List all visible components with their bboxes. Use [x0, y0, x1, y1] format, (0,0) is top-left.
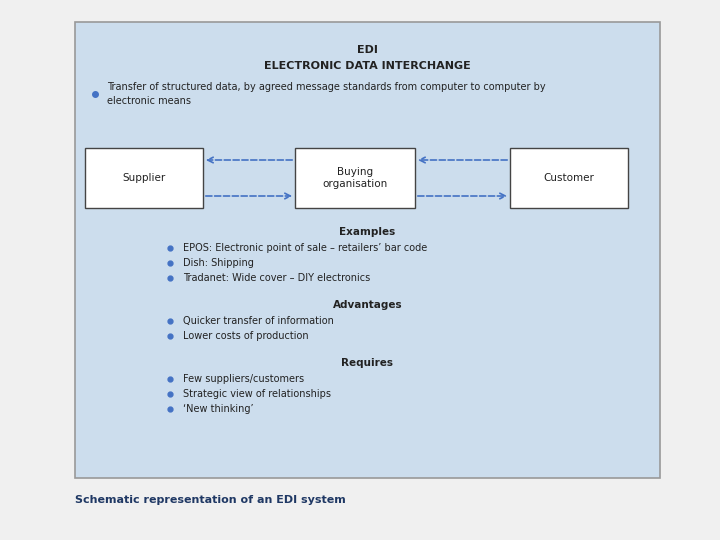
Text: Requires: Requires — [341, 358, 394, 368]
Text: Quicker transfer of information: Quicker transfer of information — [183, 316, 334, 326]
Text: Supplier: Supplier — [122, 173, 166, 183]
Text: Advantages: Advantages — [333, 300, 402, 310]
Text: Strategic view of relationships: Strategic view of relationships — [183, 389, 331, 399]
Text: Lower costs of production: Lower costs of production — [183, 331, 309, 341]
Bar — [85, 148, 203, 208]
Text: Schematic representation of an EDI system: Schematic representation of an EDI syste… — [75, 495, 346, 505]
Bar — [295, 148, 415, 208]
Text: Customer: Customer — [544, 173, 595, 183]
Text: EDI: EDI — [357, 45, 378, 55]
Text: ‘New thinking’: ‘New thinking’ — [183, 404, 253, 414]
Text: Few suppliers/customers: Few suppliers/customers — [183, 374, 304, 384]
Bar — [75, 22, 660, 478]
Text: Buying
organisation: Buying organisation — [323, 167, 387, 189]
Text: Examples: Examples — [339, 227, 395, 237]
Text: Tradanet: Wide cover – DIY electronics: Tradanet: Wide cover – DIY electronics — [183, 273, 370, 283]
Bar — [510, 148, 628, 208]
Text: ELECTRONIC DATA INTERCHANGE: ELECTRONIC DATA INTERCHANGE — [264, 61, 471, 71]
Text: Transfer of structured data, by agreed message standards from computer to comput: Transfer of structured data, by agreed m… — [107, 83, 546, 106]
Text: EPOS: Electronic point of sale – retailers’ bar code: EPOS: Electronic point of sale – retaile… — [183, 243, 427, 253]
Text: Dish: Shipping: Dish: Shipping — [183, 258, 254, 268]
